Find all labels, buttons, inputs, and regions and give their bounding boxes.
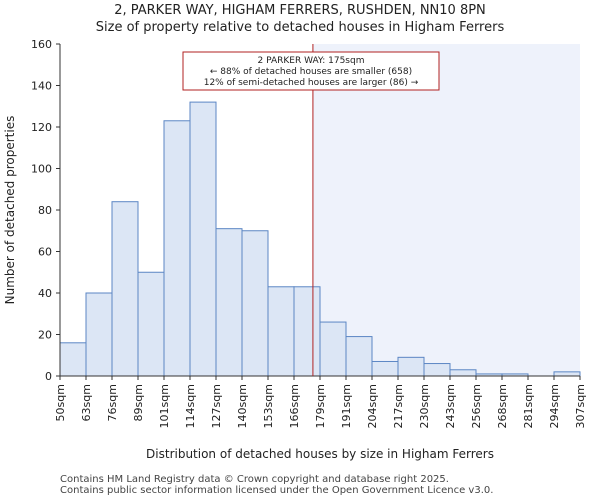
- x-tick-label: 50sqm: [54, 384, 67, 421]
- bar-217sqm: [397, 356, 425, 377]
- y-axis-ticks: 0 20 40 60 80 100 120 140 160: [31, 38, 60, 383]
- x-tick-label: 294sqm: [548, 384, 561, 428]
- y-tick-label: 100: [31, 163, 52, 176]
- bar-140sqm: [241, 230, 269, 377]
- x-tick-label: 166sqm: [288, 384, 301, 428]
- bar-230sqm: [423, 363, 451, 377]
- bar-63sqm: [85, 292, 113, 377]
- x-tick-label: 217sqm: [392, 384, 405, 428]
- bar-101sqm: [163, 120, 191, 377]
- bar-76sqm: [111, 201, 139, 377]
- y-tick-label: 20: [38, 329, 52, 342]
- x-tick-label: 243sqm: [444, 384, 457, 428]
- x-tick-label: 76sqm: [106, 384, 119, 421]
- y-tick-label: 160: [31, 38, 52, 51]
- annotation-border: [182, 51, 440, 91]
- bars-group: [59, 101, 581, 377]
- y-tick-label: 80: [38, 204, 52, 217]
- y-axis-label: Number of detached properties: [3, 116, 17, 305]
- x-tick-label: 101sqm: [158, 384, 171, 428]
- x-tick-label: 256sqm: [470, 384, 483, 428]
- bar-153sqm: [267, 286, 295, 377]
- x-tick-label: 179sqm: [314, 384, 327, 428]
- y-tick-label: 60: [38, 246, 52, 259]
- larger-region-shading: [312, 44, 580, 376]
- chart-title-address: 2, PARKER WAY, HIGHAM FERRERS, RUSHDEN, …: [114, 3, 486, 18]
- x-tick-label: 307sqm: [574, 384, 587, 428]
- bar-166sqm: [293, 286, 321, 377]
- annotation-line-3: 12% of semi-detached houses are larger (…: [204, 78, 419, 88]
- x-tick-label: 230sqm: [418, 384, 431, 428]
- x-axis-ticks: 50sqm 63sqm 76sqm 89sqm 101sqm 114sqm 127sqm 14…: [54, 376, 587, 428]
- bar-50sqm: [59, 342, 87, 377]
- x-tick-label: 204sqm: [366, 384, 379, 428]
- x-tick-label: 63sqm: [80, 384, 93, 421]
- annotation-line-1: 2 PARKER WAY: 175sqm: [258, 56, 365, 66]
- footer-licence: Contains public sector information licen…: [60, 485, 494, 496]
- x-tick-label: 268sqm: [496, 384, 509, 428]
- x-tick-label: 281sqm: [522, 384, 535, 428]
- bar-89sqm: [137, 271, 165, 377]
- x-tick-label: 140sqm: [236, 384, 249, 428]
- bar-191sqm: [345, 336, 373, 377]
- x-tick-label: 114sqm: [184, 384, 197, 428]
- chart-subtitle: Size of property relative to detached ho…: [95, 20, 505, 35]
- bar-179sqm: [319, 321, 347, 377]
- x-axis-label: Distribution of detached houses by size …: [146, 447, 494, 461]
- bar-127sqm: [215, 228, 243, 377]
- y-tick-label: 40: [38, 287, 52, 300]
- annotation-line-2: ← 88% of detached houses are smaller (65…: [210, 67, 412, 77]
- x-tick-label: 153sqm: [262, 384, 275, 428]
- bar-243sqm: [449, 369, 477, 377]
- bar-114sqm: [189, 101, 217, 377]
- x-tick-label: 89sqm: [132, 384, 145, 421]
- bar-204sqm: [371, 360, 399, 377]
- y-tick-label: 120: [31, 121, 52, 134]
- x-tick-label: 191sqm: [340, 384, 353, 428]
- annotation-box: 2 PARKER WAY: 175sqm ← 88% of detached h…: [182, 51, 440, 91]
- y-tick-label: 140: [31, 80, 52, 93]
- x-tick-label: 127sqm: [210, 384, 223, 428]
- y-tick-label: 0: [45, 370, 52, 383]
- footer-copyright: Contains HM Land Registry data © Crown c…: [60, 474, 449, 485]
- bar-294sqm: [553, 371, 581, 377]
